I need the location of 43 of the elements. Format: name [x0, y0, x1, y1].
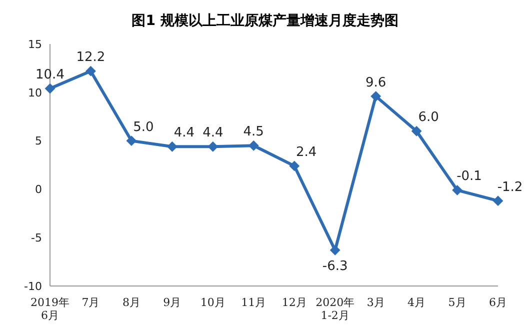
y-tick-label: 0	[35, 183, 42, 196]
point	[493, 196, 503, 206]
point	[126, 136, 136, 146]
x-tick-label: 7月	[82, 296, 100, 309]
x-tick-label: 4月	[408, 296, 426, 309]
data-label: 4.4	[174, 126, 195, 141]
x-tick-label: 9月	[163, 296, 182, 309]
point	[248, 140, 259, 151]
point	[452, 185, 462, 196]
point	[208, 142, 218, 152]
data-label: 5.0	[133, 120, 154, 135]
y-tick-label: -10	[24, 280, 42, 293]
data-label: 4.4	[202, 126, 224, 141]
data-label: 9.6	[365, 75, 386, 90]
x-tick-label: 2019年 6月	[30, 296, 70, 322]
y-tick-label: 5	[35, 134, 42, 148]
point	[289, 160, 300, 171]
point	[412, 126, 422, 136]
data-label: 2.4	[296, 144, 317, 160]
x-tick-label: 10月	[200, 296, 226, 309]
y-tick-label: 10	[28, 86, 42, 100]
x-tick-label: 12月	[282, 296, 307, 309]
x-tick-label: 5月	[448, 296, 466, 309]
data-label: -1.2	[497, 180, 523, 195]
x-tick-label: 8月	[122, 296, 140, 309]
data-label: -6.3	[322, 259, 348, 274]
data-label: 4.5	[243, 124, 264, 140]
x-tick-label: 6月	[489, 296, 507, 309]
x-tick-label: 11月	[241, 296, 266, 309]
point	[86, 66, 96, 76]
x-tick-label: 2020年 1-2月	[316, 296, 355, 322]
x-tick-label: 3月	[366, 296, 385, 309]
data-label: 10.4	[36, 68, 64, 83]
data-label: 6.0	[418, 110, 439, 126]
point	[330, 245, 340, 256]
y-tick-label: 15	[28, 38, 42, 51]
point	[45, 84, 55, 94]
data-label: -0.1	[456, 169, 482, 184]
chart-title: 图1 规模以上工业原煤产量增速月度走势图	[130, 12, 400, 31]
y-tick-label: -5	[31, 232, 42, 245]
point	[370, 91, 381, 102]
data-label: 12.2	[76, 50, 106, 66]
point	[167, 142, 178, 152]
